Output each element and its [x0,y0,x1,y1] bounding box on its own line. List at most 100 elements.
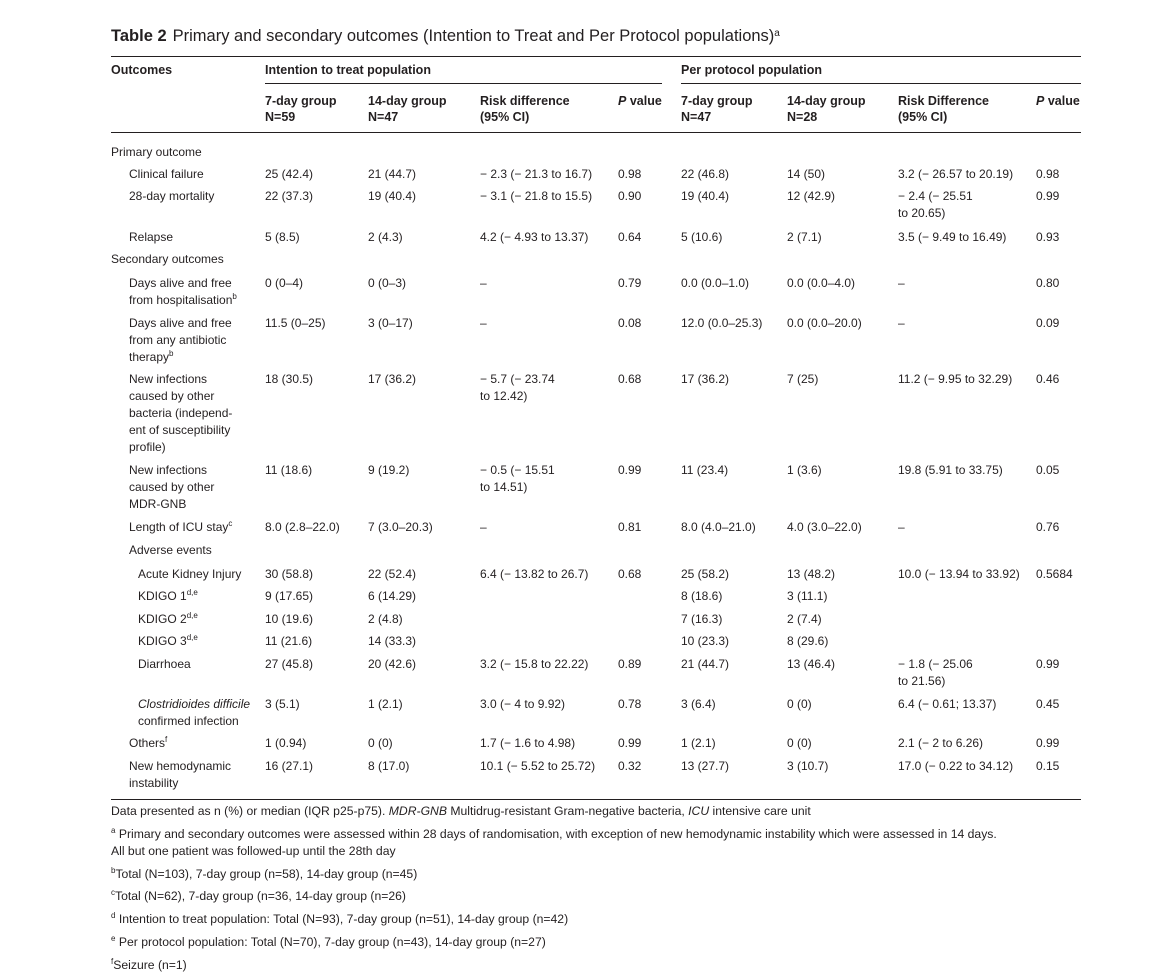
cell-itt-risk-diff: 3.2 (− 15.8 to 22.22) [480,657,589,671]
header-itt-population: Intention to treat population [265,63,431,77]
cell-itt-risk-diff: – [480,520,487,534]
caption-footnote-mark: a [774,28,780,39]
cell-itt-14day: 2 (4.8) [368,612,403,626]
footnote-c-text: Total (N=62), 7-day group (n=36, 14-day … [115,889,406,903]
footnote-f: fSeizure (n=1) [111,957,187,974]
cell-pp-7day: 11 (23.4) [681,463,729,477]
cell-itt-7day: 25 (42.4) [265,167,314,181]
cell-itt-7day: 11.5 (0–25) [265,316,326,330]
subheader-pp-14day: 14-day group N=28 [787,93,866,125]
cell-pp-14day: 0.0 (0.0–4.0) [787,276,856,290]
cell-itt-risk-diff: 4.2 (− 4.93 to 13.37) [480,230,589,244]
cell-itt-7day: 11 (21.6) [265,634,313,648]
row-footnote-mark: f [165,735,168,744]
cell-pp-14day: 12 (42.9) [787,189,836,203]
cell-pp-p-value: 0.15 [1036,759,1060,773]
cell-itt-14day: 6 (14.29) [368,589,417,603]
row-label: Clinical failure [129,167,204,181]
row-footnote-mark: b [232,292,237,301]
cell-pp-7day: 19 (40.4) [681,189,730,203]
cell-itt-14day: 17 (36.2) [368,372,417,386]
cell-itt-p-value: 0.68 [618,567,642,581]
cell-itt-risk-diff: − 5.7 (− 23.74 to 12.42) [480,372,555,403]
cell-itt-7day: 16 (27.1) [265,759,314,773]
subheader-line2: (95% CI) [898,110,948,124]
cell-pp-7day: 10 (23.3) [681,634,730,648]
footnote-a: a Primary and secondary outcomes were as… [111,826,997,843]
cell-pp-p-value: 0.05 [1036,463,1060,477]
header-bottom-rule [111,132,1081,133]
cell-pp-14day: 13 (48.2) [787,567,836,581]
row-label: New hemodynamic instability [129,759,232,790]
cell-itt-p-value: 0.89 [618,657,642,671]
cell-itt-7day: 30 (58.8) [265,567,314,581]
cell-pp-risk-diff: – [898,316,905,330]
row-label: Othersf [129,735,168,751]
row-label: New infections caused by other MDR-GNB [129,463,215,511]
cell-itt-risk-diff: 3.0 (− 4 to 9.92) [480,697,566,711]
footnote-a-mark: a [111,826,116,835]
footnote-a-cont: All but one patient was followed-up unti… [111,844,396,858]
cell-pp-p-value: 0.5684 [1036,567,1073,581]
cell-itt-risk-diff: − 2.3 (− 21.3 to 16.7) [480,167,593,181]
row-label: Length of ICU stayc [129,519,233,535]
cell-pp-7day: 12.0 (0.0–25.3) [681,316,763,330]
subheader-line2: (95% CI) [480,110,530,124]
row-footnote-mark: d,e [186,611,198,620]
cell-pp-7day: 5 (10.6) [681,230,723,244]
cell-pp-14day: 0 (0) [787,736,812,750]
footnote-c: cTotal (N=62), 7-day group (n=36, 14-day… [111,888,406,905]
footnote-e-mark: e [111,934,116,943]
subheader-line1: 7-day group [681,94,753,108]
cell-pp-7day: 25 (58.2) [681,567,730,581]
cell-itt-14day: 9 (19.2) [368,463,410,477]
footnote-data-note: Data presented as n (%) or median (IQR p… [111,803,811,820]
cell-itt-p-value: 0.68 [618,372,642,386]
cell-itt-p-value: 0.99 [618,463,642,477]
cell-itt-7day: 5 (8.5) [265,230,300,244]
row-label: Primary outcome [111,145,202,159]
cell-itt-14day: 8 (17.0) [368,759,410,773]
data-note-text-2: Multidrug-resistant Gram-negative bacter… [446,804,689,818]
bottom-rule [111,799,1081,801]
footnote-b-mark: b [111,866,116,875]
row-footnote-mark: d,e [186,588,198,597]
row-label: KDIGO 1d,e [138,588,198,604]
cell-pp-p-value: 0.76 [1036,520,1060,534]
cell-pp-14day: 3 (11.1) [787,589,828,603]
subheader-pp-risk-diff: Risk Difference (95% CI) [898,93,989,125]
cell-pp-risk-diff: – [898,520,905,534]
cell-itt-p-value: 0.99 [618,736,642,750]
row-label: Days alive and free from hospitalisation… [129,276,237,307]
subheader-line1: 7-day group [265,94,337,108]
cell-itt-14day: 19 (40.4) [368,189,417,203]
cell-pp-14day: 0 (0) [787,697,812,711]
cell-pp-risk-diff: − 1.8 (− 25.06 to 21.56) [898,657,973,688]
cell-pp-7day: 22 (46.8) [681,167,730,181]
cell-pp-p-value: 0.45 [1036,697,1060,711]
footnote-f-mark: f [111,957,114,966]
cell-itt-p-value: 0.90 [618,189,642,203]
cell-pp-risk-diff: 19.8 (5.91 to 33.75) [898,463,1003,477]
cell-itt-7day: 1 (0.94) [265,736,307,750]
footnote-e: e Per protocol population: Total (N=70),… [111,934,546,951]
row-label: KDIGO 3d,e [138,633,198,649]
table-title: Table 2 Primary and secondary outcomes (I… [111,27,780,46]
cell-pp-7day: 3 (6.4) [681,697,716,711]
cell-pp-14day: 0.0 (0.0–20.0) [787,316,862,330]
cell-itt-14day: 1 (2.1) [368,697,403,711]
subheader-line2: N=47 [368,110,399,124]
cell-pp-risk-diff: 3.5 (− 9.49 to 16.49) [898,230,1007,244]
cell-itt-14day: 3 (0–17) [368,316,413,330]
subheader-itt-risk-diff: Risk difference (95% CI) [480,93,570,125]
subheader-line1: 14-day group [787,94,866,108]
table-caption: Primary and secondary outcomes (Intentio… [172,27,775,45]
cell-pp-7day: 17 (36.2) [681,372,730,386]
cell-itt-7day: 0 (0–4) [265,276,304,290]
row-label: Adverse events [129,543,212,557]
cell-itt-p-value: 0.32 [618,759,642,773]
cell-pp-14day: 8 (29.6) [787,634,829,648]
cell-itt-14day: 20 (42.6) [368,657,417,671]
row-footnote-mark: b [169,349,174,358]
cell-itt-14day: 7 (3.0–20.3) [368,520,433,534]
